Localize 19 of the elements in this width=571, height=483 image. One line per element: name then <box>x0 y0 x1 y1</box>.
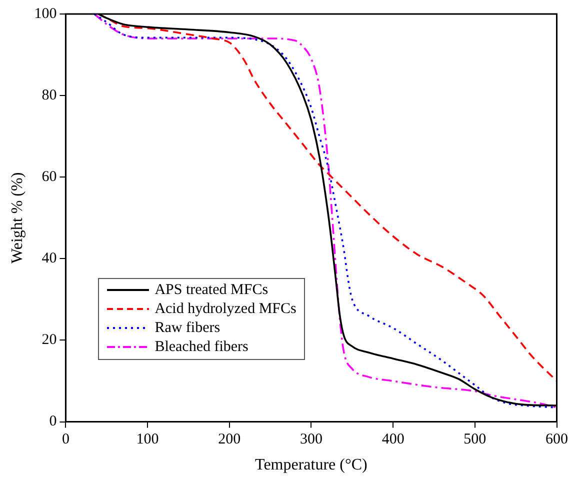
legend-label: Acid hydrolyzed MFCs <box>154 300 296 319</box>
x-tick-label: 0 <box>62 432 70 448</box>
x-tick-label: 200 <box>218 432 241 448</box>
y-axis-title: Weight % (%) <box>8 172 26 264</box>
x-axis-title: Temperature (°C) <box>255 456 368 474</box>
y-tick-label: 100 <box>34 6 57 22</box>
y-tick-label: 40 <box>42 250 57 267</box>
legend-label: APS treated MFCs <box>154 280 268 300</box>
y-tick-label: 0 <box>49 414 57 430</box>
x-tick-label: 100 <box>136 432 159 448</box>
y-tick-label: 20 <box>42 332 57 348</box>
legend-label: Bleached fibers <box>154 338 248 357</box>
x-tick-label: 400 <box>382 432 404 448</box>
y-tick-label: 80 <box>42 87 57 104</box>
x-tick-label: 600 <box>546 432 568 448</box>
x-tick-label: 500 <box>464 432 486 448</box>
y-tick-label: 60 <box>42 169 57 186</box>
x-tick-label: 300 <box>300 432 322 448</box>
legend-label: Raw fibers <box>154 318 220 338</box>
